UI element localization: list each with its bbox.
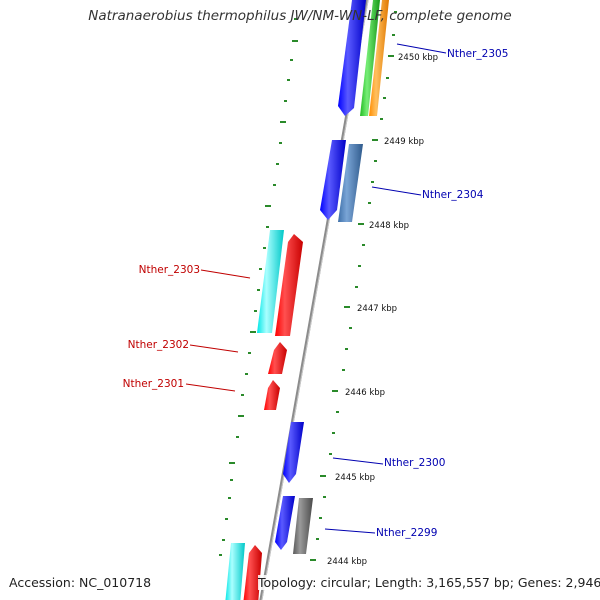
gene-feature-cyan-2303[interactable] [257,230,284,333]
gene-label-2299[interactable]: Nther_2299 [376,527,437,539]
kbp-label-2445: 2445 kbp [335,473,375,483]
gene-label-2304[interactable]: Nther_2304 [422,189,484,201]
accession-text: Accession: NC_010718 [9,575,152,590]
right-tick-column [310,11,397,561]
gene-label-2300[interactable]: Nther_2300 [384,457,445,469]
gene-label-2301[interactable]: Nther_2301 [123,378,184,390]
genome-title: Natranaerobius thermophilus JW/NM-WN-LF,… [88,8,512,24]
gene-arrow-red-2302[interactable] [268,342,287,374]
kbp-label-2450: 2450 kbp [398,53,438,63]
callout-line-2305 [396,43,447,54]
left-tick-column [219,18,298,556]
kbp-label-2447: 2447 kbp [357,304,397,314]
kbp-label-2444: 2444 kbp [327,557,367,567]
gene-arrow-blue-2304[interactable] [320,140,346,220]
gene-arrow-red-2301[interactable] [264,380,280,410]
gene-feature-cyan-bottom[interactable] [225,543,245,600]
callout-line-2304 [371,186,422,196]
gene-arrow-red-bottom[interactable] [243,545,262,600]
kbp-label-2449: 2449 kbp [384,137,424,147]
callout-line-2303 [200,269,251,279]
callout-line-2301 [185,383,236,392]
gene-label-2305[interactable]: Nther_2305 [447,48,508,60]
gene-feature-orange-2305[interactable] [369,0,389,116]
callout-line-2300 [332,457,384,465]
callout-line-2302 [189,344,239,353]
gene-arrow-blue-2305[interactable] [338,0,366,116]
kbp-label-2446: 2446 kbp [345,388,385,398]
kbp-label-2448: 2448 kbp [369,221,409,231]
topology-text: Topology: circular; Length: 3,165,557 bp… [258,575,600,590]
gene-feature-gray-2299[interactable] [293,498,313,554]
gene-label-2303[interactable]: Nther_2303 [139,264,200,276]
gene-feature-green-2305[interactable] [360,0,380,116]
gene-label-2302[interactable]: Nther_2302 [128,339,189,351]
gene-arrow-blue-2299[interactable] [275,496,295,550]
callout-line-2299 [324,528,376,534]
gene-arrow-blue-2300[interactable] [283,422,304,483]
gene-feature-steelblue-2304[interactable] [338,144,363,222]
gene-arrow-red-2303[interactable] [275,234,303,336]
